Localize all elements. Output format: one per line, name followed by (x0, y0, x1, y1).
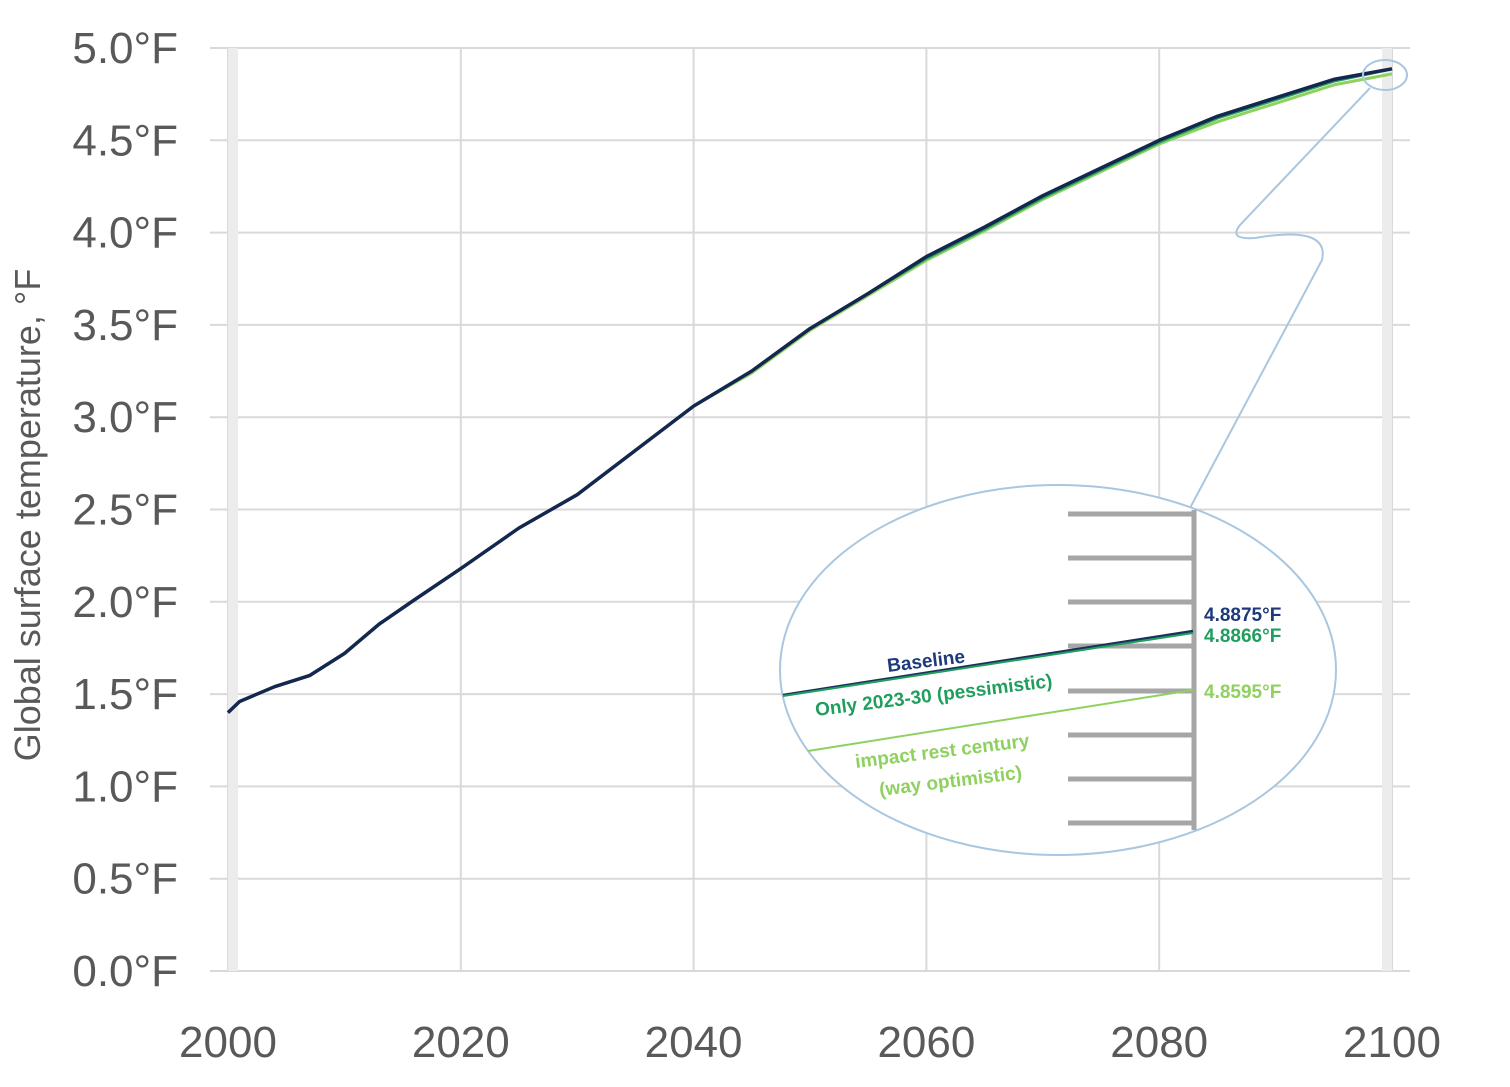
y-tick-label: 1.0°F (72, 762, 178, 811)
x-tick-label: 2020 (412, 1018, 510, 1067)
x-tick-label: 2060 (877, 1018, 975, 1067)
inset-line-optimistic (807, 689, 1194, 752)
y-axis-title: Global surface temperature, °F (7, 269, 48, 762)
inset-value-baseline: 4.8875°F (1204, 605, 1281, 626)
series-lines (226, 67, 1393, 714)
x-axis-ticks: 2000 2020 2040 2060 2080 2100 (179, 1018, 1441, 1067)
x-tick-label: 2000 (179, 1018, 277, 1067)
x-tick-label: 2100 (1343, 1018, 1441, 1067)
x-tick-label: 2040 (645, 1018, 743, 1067)
y-tick-label: 3.5°F (72, 301, 178, 350)
zoom-callout: Baseline Only 2023-30 (pessimistic) impa… (779, 59, 1408, 856)
y-tick-label: 2.0°F (72, 578, 178, 627)
right-edge-band (1382, 48, 1392, 971)
y-tick-label: 2.5°F (72, 486, 178, 535)
left-edge-band (228, 48, 238, 971)
inset-ellipse (779, 484, 1337, 856)
gridlines (210, 47, 1410, 972)
inset-value-pessimistic: 4.8866°F (1204, 626, 1281, 647)
inset-line-pessimistic (782, 632, 1194, 697)
y-tick-label: 1.5°F (72, 670, 178, 719)
y-tick-label: 5.0°F (72, 24, 178, 73)
y-tick-label: 3.0°F (72, 393, 178, 442)
inset-line-baseline (782, 629, 1194, 697)
inset-value-optimistic: 4.8595°F (1204, 682, 1281, 703)
series-line-0 (226, 67, 1393, 714)
y-tick-label: 4.5°F (72, 116, 178, 165)
x-tick-label: 2080 (1110, 1018, 1208, 1067)
callout-connector (1189, 87, 1371, 509)
y-tick-label: 4.0°F (72, 209, 178, 258)
y-tick-label: 0.0°F (72, 947, 178, 996)
y-tick-label: 0.5°F (72, 855, 178, 904)
y-axis-ticks: 0.0°F 0.5°F 1.0°F 1.5°F 2.0°F 2.5°F 3.0°F 3.5°F… (72, 24, 178, 996)
zoom-target-circle (1362, 59, 1408, 91)
inset-ticks (1068, 510, 1197, 830)
